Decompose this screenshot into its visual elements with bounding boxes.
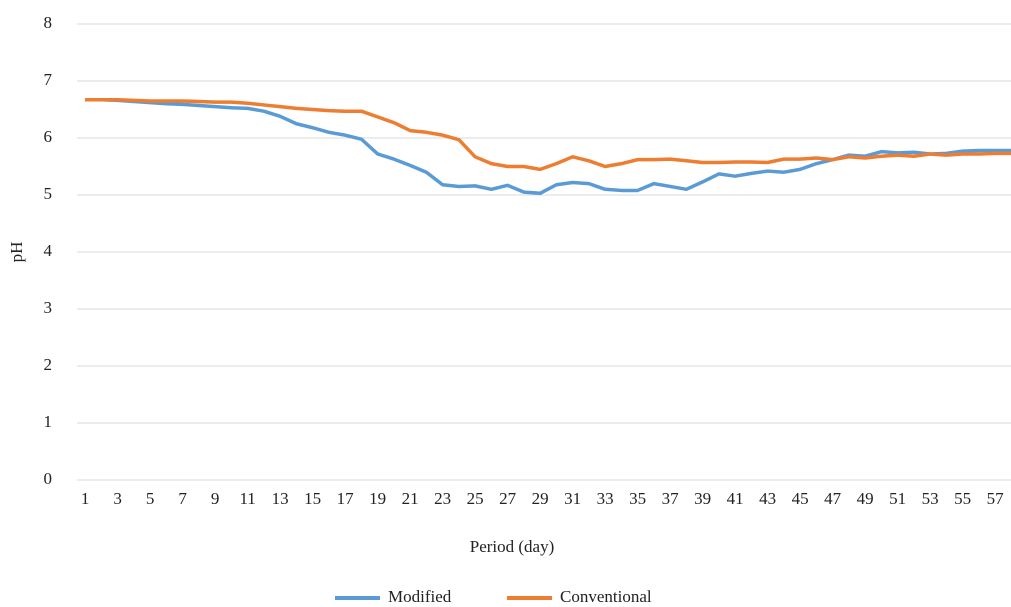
legend-label: Conventional <box>560 587 652 606</box>
line-series <box>85 98 1011 196</box>
y-tick-label: 2 <box>44 355 53 374</box>
x-tick-label: 23 <box>434 489 451 508</box>
x-tick-label: 39 <box>694 489 711 508</box>
x-tick-label: 33 <box>597 489 614 508</box>
x-tick-label: 1 <box>81 489 90 508</box>
x-tick-label: 3 <box>113 489 122 508</box>
y-tick-label: 3 <box>44 298 53 317</box>
x-tick-label: 13 <box>272 489 289 508</box>
legend-label: Modified <box>388 587 452 606</box>
x-tick-label: 45 <box>792 489 809 508</box>
y-tick-label: 0 <box>44 469 53 488</box>
y-tick-label: 8 <box>44 13 53 32</box>
x-tick-label: 5 <box>146 489 155 508</box>
y-tick-label: 6 <box>44 127 53 146</box>
x-tick-label: 31 <box>564 489 581 508</box>
x-tick-label: 25 <box>467 489 484 508</box>
x-tick-label: 43 <box>759 489 776 508</box>
x-tick-label: 53 <box>922 489 939 508</box>
y-tick-label: 7 <box>44 70 53 89</box>
y-tick-label: 4 <box>44 241 53 260</box>
x-tick-label: 11 <box>239 489 255 508</box>
x-tick-label: 51 <box>889 489 906 508</box>
x-tick-label: 29 <box>532 489 549 508</box>
x-tick-label: 49 <box>857 489 874 508</box>
line-series <box>85 98 1011 172</box>
x-tick-label: 19 <box>369 489 386 508</box>
x-axis-label: Period (day) <box>470 537 555 556</box>
x-tick-label: 57 <box>987 489 1005 508</box>
x-tick-label: 21 <box>402 489 419 508</box>
y-axis-label: pH <box>7 242 26 263</box>
x-tick-label: 37 <box>662 489 680 508</box>
y-tick-label: 1 <box>44 412 53 431</box>
x-tick-label: 9 <box>211 489 220 508</box>
x-tick-label: 55 <box>954 489 971 508</box>
x-tick-label: 15 <box>304 489 321 508</box>
x-tick-label: 17 <box>337 489 355 508</box>
x-tick-label: 35 <box>629 489 646 508</box>
x-tick-label: 7 <box>178 489 187 508</box>
x-tick-label: 41 <box>727 489 744 508</box>
x-tick-label: 47 <box>824 489 842 508</box>
y-tick-label: 5 <box>44 184 53 203</box>
x-tick-label: 27 <box>499 489 517 508</box>
